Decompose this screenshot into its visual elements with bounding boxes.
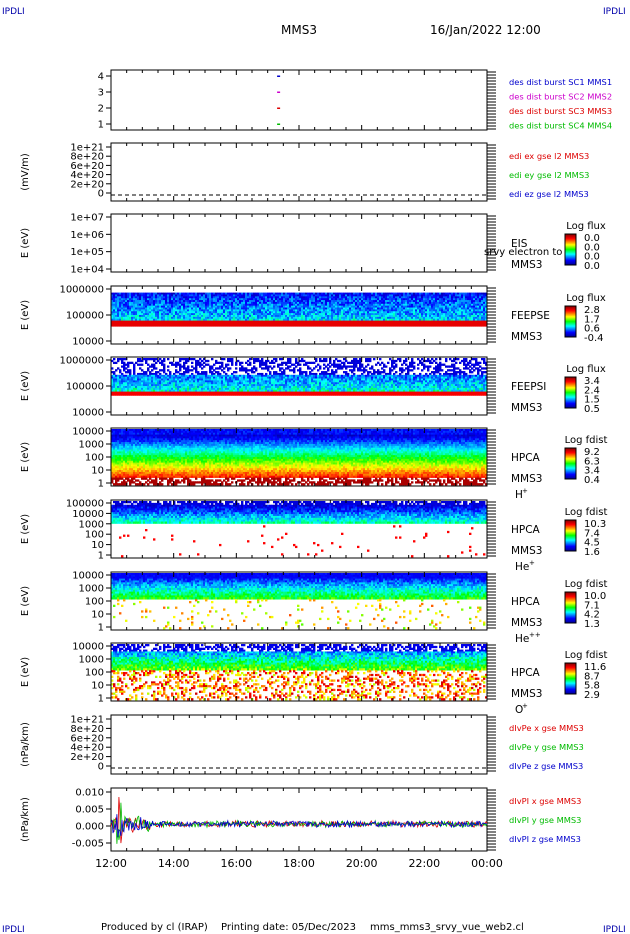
eis-frame <box>111 214 487 272</box>
feepse-instrument-label: FEEPSE <box>511 310 550 322</box>
feepsi-heatmap-cell <box>211 358 213 360</box>
burst-y-tick-label: 1 <box>98 120 104 131</box>
burst-legend-entry: des dist burst SC3 MMS3 <box>509 106 612 116</box>
feepsi-heatmap-cell <box>235 371 237 373</box>
edi-frame <box>111 143 487 201</box>
eis-colorbar-title: Log flux <box>566 221 606 232</box>
summary-plot: IPDLI IPDLI MMS3 16/Jan/2022 12:00 4 3 2 1 d… <box>0 0 630 934</box>
eis-colorbar-tick: 0.0 <box>584 261 600 272</box>
burst-y-tick-label: 4 <box>98 72 104 83</box>
feepsi-heatmap-cell <box>227 364 229 366</box>
corner-label-top-left: IPDLI <box>2 7 25 17</box>
edi-legend-entry: edi ez gse l2 MMS3 <box>509 189 589 199</box>
panel-feepse: 1000000 100000 10000 E (eV) FEEPSE MMS3 Log fl… <box>20 285 606 348</box>
feepsi-heatmap-cell <box>167 365 169 367</box>
burst-y-tick-label: 2 <box>98 104 104 115</box>
panels: 4 3 2 1 des dist burst SC1 MMS1 des dist burs… <box>20 70 612 851</box>
eis-y-label: E (eV) <box>20 228 31 258</box>
feepsi-heatmap-cell <box>113 358 115 360</box>
feepse-colorbar <box>565 306 576 337</box>
burst-burst-mark <box>277 92 280 94</box>
feepsi-heatmap-cell <box>273 365 275 367</box>
datetime-title: 16/Jan/2022 12:00 <box>430 23 541 37</box>
feepsi-heatmap-cell <box>179 369 181 371</box>
burst-frame <box>111 70 487 130</box>
corner-label-top-right: IPDLI <box>603 7 626 17</box>
edi-legend-entry: edi ey gse l2 MMS3 <box>509 170 589 180</box>
edi-y-tick-label: 0 <box>98 189 104 200</box>
eis-y-tick-label: 1e+07 <box>70 213 104 224</box>
edi-legend-entry: edi ex gse l2 MMS3 <box>509 151 589 161</box>
feepsi-heatmap-cell <box>155 367 157 369</box>
feepsi-heatmap-cell <box>275 360 277 362</box>
burst-legend-entry: des dist burst SC2 MMS2 <box>509 92 612 102</box>
feepsi-heatmap-cell <box>255 369 257 371</box>
burst-legend-entry: des dist burst SC1 MMS1 <box>509 77 612 87</box>
eis-y-tick-label: 1e+05 <box>70 247 104 258</box>
feepse-colorbar-title: Log flux <box>566 293 606 304</box>
panel-feepsi: 100000010000010000E (eV) FEEPSIMMS3Log fl… <box>20 356 606 419</box>
eis-y-tick-label: 1e+06 <box>70 230 104 241</box>
feepsi-heatmap-cell <box>231 364 233 366</box>
panel-burst: 4 3 2 1 des dist burst SC1 MMS1 des dist burs… <box>98 70 612 131</box>
edi-y-label: (mV/m) <box>20 153 31 191</box>
burst-legend-entry: des dist burst SC4 MMS4 <box>509 121 612 131</box>
feepse-y-tick-label: 100000 <box>66 311 104 322</box>
feepse-spacecraft-label: MMS3 <box>511 331 542 343</box>
feepse-y-tick-label: 1000000 <box>59 285 104 296</box>
feepsi-heatmap-cell <box>235 367 237 369</box>
burst-y-tick-label: 3 <box>98 88 104 99</box>
feepsi-heatmap-cell <box>235 364 237 366</box>
feepsi-heatmap-cell <box>229 367 231 369</box>
spacecraft-title: MMS3 <box>281 23 317 37</box>
eis-spacecraft-label: MMS3 <box>511 259 542 271</box>
eis-note: srvy electron to <box>484 247 562 258</box>
eis-colorbar <box>565 234 576 265</box>
feepsi-heatmap-cell <box>167 358 169 360</box>
eis-y-tick-label: 1e+04 <box>70 265 104 276</box>
feepse-y-tick-label: 10000 <box>72 337 104 348</box>
feepsi-heatmap-cell <box>163 360 165 362</box>
burst-burst-mark <box>277 108 280 110</box>
feepsi-heatmap-cell <box>249 364 251 366</box>
feepsi-heatmap-cell <box>207 360 209 362</box>
feepsi-heatmap-cell <box>249 358 251 360</box>
feepsi-heatmap-cell <box>191 362 193 364</box>
feepsi-heatmap-cell <box>223 358 225 360</box>
feepsi-heatmap-cell <box>241 362 243 364</box>
feepsi-heatmap-cell <box>127 365 129 367</box>
feepsi-heatmap-cell <box>141 364 143 366</box>
feepse-y-label: E (eV) <box>20 300 31 330</box>
burst-burst-mark <box>277 76 280 78</box>
feepse-colorbar-tick: -0.4 <box>584 333 604 344</box>
burst-burst-mark <box>277 124 280 126</box>
